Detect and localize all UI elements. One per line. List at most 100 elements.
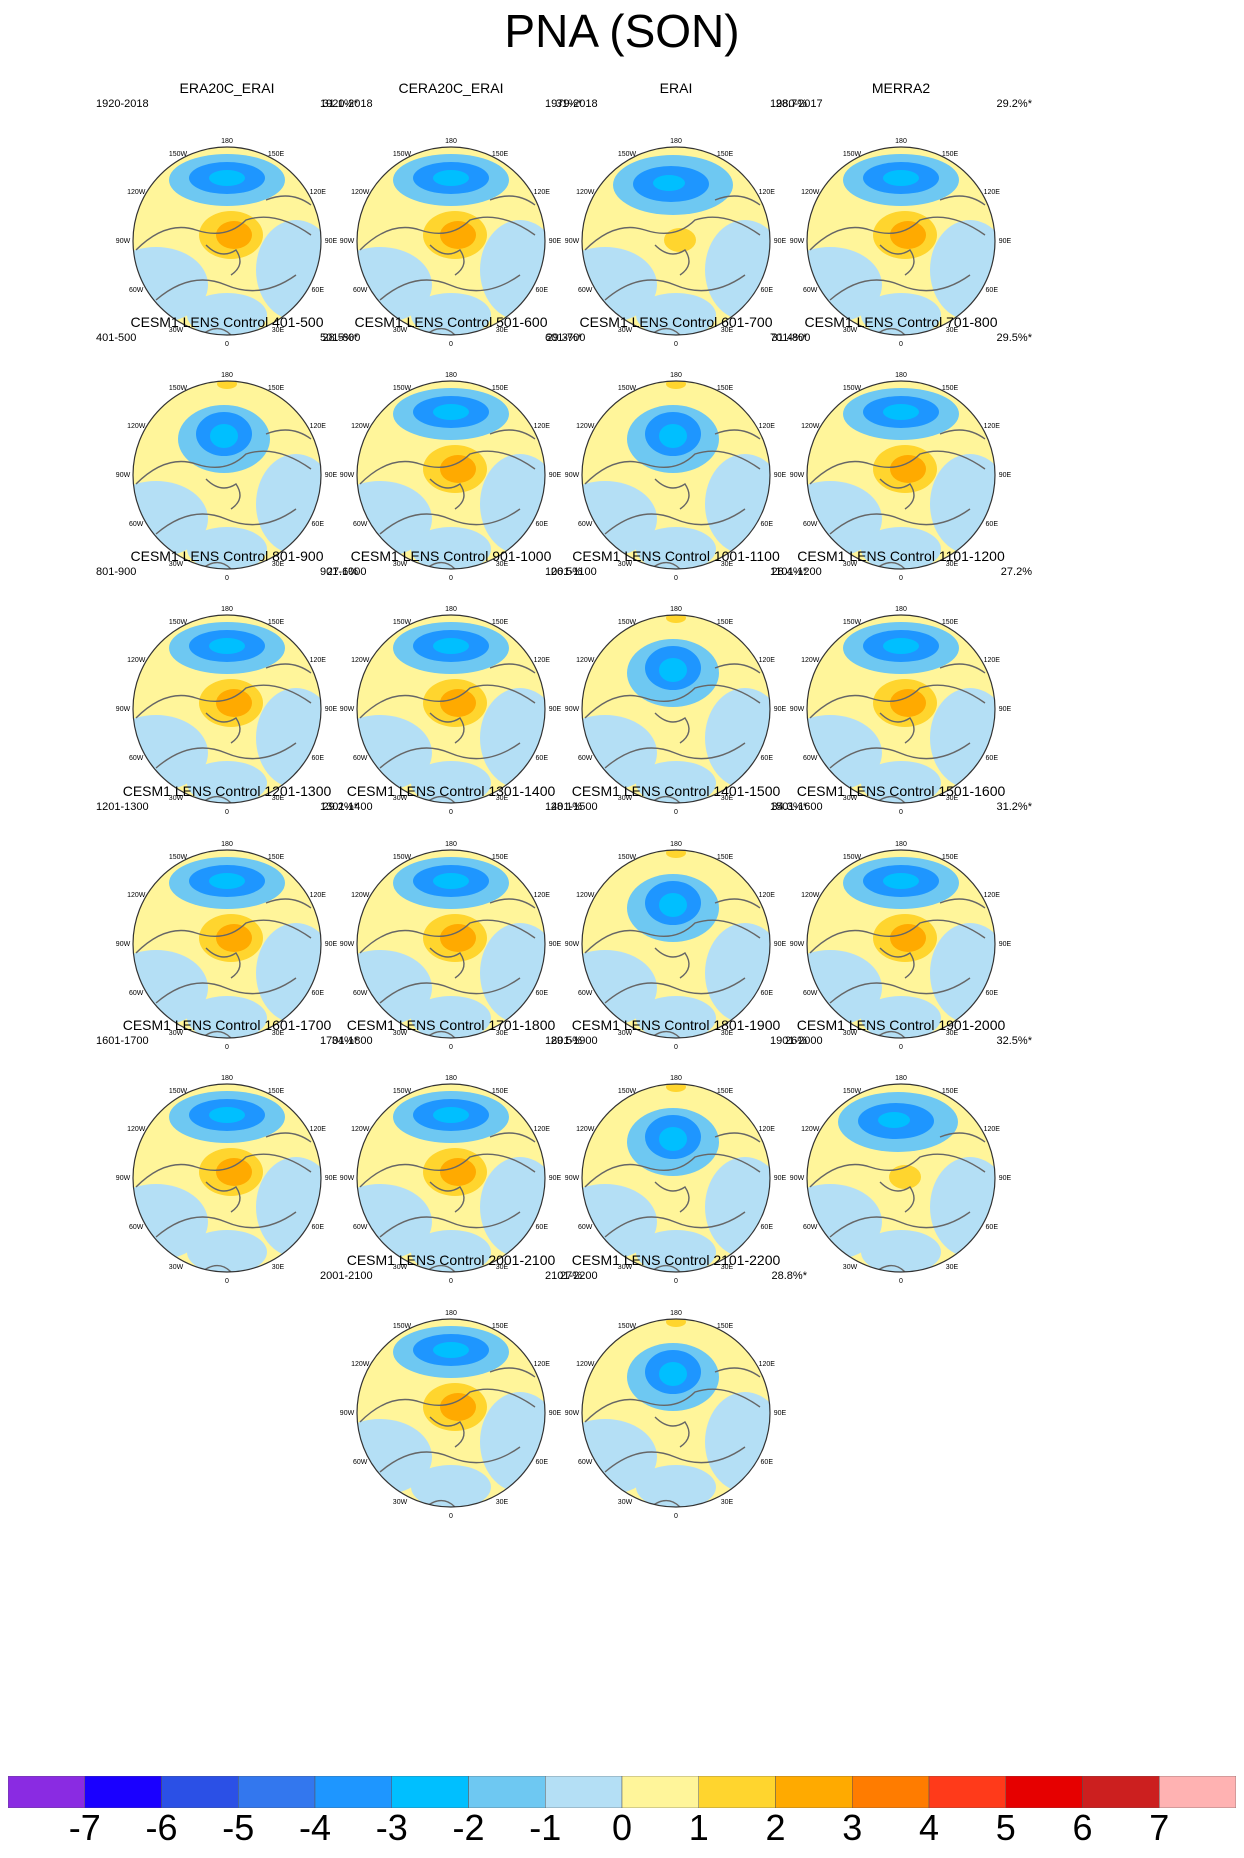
longitude-label: 180 [221,841,233,848]
panel-title: CESM1 LENS Control 1801-1900 [571,1017,781,1033]
colorbar-swatch [698,1776,776,1808]
longitude-label: 60W [129,287,144,294]
longitude-label: 150E [717,385,734,392]
panel-title: CESM1 LENS Control 1001-1100 [572,548,780,564]
colorbar-tick-label: 3 [842,1807,863,1848]
colorbar-tick-label: -4 [298,1807,332,1848]
longitude-label: 0 [899,1278,903,1285]
map-panel: CESM1 LENS Control 701-800 701-800 29.5%* 1… [770,314,1032,606]
longitude-label: 150E [717,854,734,861]
longitude-label: 0 [225,809,229,816]
longitude-label: 60W [578,990,593,997]
page-title: PNA (SON) [504,5,740,57]
map-boundary [581,146,771,336]
colorbar-swatch [161,1776,239,1808]
longitude-label: 120W [351,1126,370,1133]
longitude-label: 60W [578,1459,593,1466]
polar-map: 180 150W 150E 120W 120E 90W 90E 60W 60E 30W 30E 0 [340,372,562,582]
colorbar-tick-label: -6 [145,1807,178,1848]
longitude-label: 60W [129,990,144,997]
longitude-label: 180 [445,138,457,145]
longitude-label: 90W [340,1410,355,1417]
coastlines [809,898,986,1038]
longitude-label: 90W [565,941,580,948]
longitude-label: 30E [721,1030,734,1037]
longitude-label: 60E [761,990,774,997]
longitude-label: 60E [536,287,549,294]
map-boundary [581,1318,771,1508]
colorbar-swatch [1005,1776,1083,1808]
panel-years: 1979-2018 [545,98,598,110]
coastlines [359,663,536,803]
longitude-label: 30W [843,795,858,802]
panel-title: CESM1 LENS Control 1901-2000 [796,1017,1006,1033]
longitude-label: 120E [984,657,1001,664]
coastlines [359,429,536,569]
longitude-label: 60E [986,755,999,762]
longitude-label: 90W [340,706,355,713]
panel-variance-percent: 29.5% [550,1035,582,1047]
longitude-label: 150E [268,151,285,158]
longitude-label: 120W [127,423,146,430]
anomaly-field [133,850,321,1038]
longitude-label: 90W [565,1175,580,1182]
coastlines [809,1132,986,1272]
longitude-label: 120W [576,1126,595,1133]
longitude-label: 120W [576,657,595,664]
longitude-label: 90E [774,706,787,713]
longitude-label: 90E [774,941,787,948]
colorbar-swatch [1082,1776,1160,1808]
longitude-label: 90W [790,1175,805,1182]
longitude-label: 180 [670,606,682,613]
polar-map: 180 150W 150E 120W 120E 90W 90E 60W 60E 30W 30E 0 [116,1075,338,1285]
longitude-label: 120W [351,423,370,430]
panel-title: MERRA2 [871,80,931,96]
longitude-label: 30W [618,1499,633,1506]
longitude-label: 60E [536,990,549,997]
coastlines [135,1132,312,1272]
panel-title: CESM1 LENS Control 901-1000 [350,548,552,564]
coastlines [359,898,536,1038]
longitude-label: 120W [576,423,595,430]
longitude-label: 150W [843,854,862,861]
map-boundary [806,614,996,804]
longitude-label: 150W [618,619,637,626]
longitude-label: 90E [774,472,787,479]
panel-years: 701-800 [770,332,811,344]
longitude-label: 0 [674,575,678,582]
longitude-label: 30E [721,795,734,802]
longitude-label: 60W [129,521,144,528]
longitude-label: 0 [449,575,453,582]
longitude-label: 150W [393,151,412,158]
longitude-label: 60W [803,755,818,762]
longitude-label: 90E [549,1410,562,1417]
longitude-label: 90E [549,941,562,948]
map-panel: MERRA2 1980-2017 29.2%* 180 150W 150E 120W 120E… [770,80,1032,372]
longitude-label: 60W [578,1224,593,1231]
colorbar-swatch [8,1776,85,1808]
colorbar-swatch [84,1776,162,1808]
longitude-label: 120W [127,892,146,899]
colorbar-tick-label: -3 [375,1807,408,1848]
anomaly-field [582,1319,770,1507]
longitude-label: 150W [169,619,188,626]
longitude-label: 150E [268,619,285,626]
polar-map: 180 150W 150E 120W 120E 90W 90E 60W 60E 30W 30E 0 [565,1075,787,1285]
longitude-label: 120W [576,892,595,899]
panel-variance-percent: 34.3%* [771,801,807,813]
map-panel: CESM1 LENS Control 1001-1100 1001-1100 28.… [545,548,807,840]
longitude-label: 30W [393,561,408,568]
colorbar-swatch [852,1776,930,1808]
colorbar-swatch [775,1776,853,1808]
longitude-label: 30W [843,327,858,334]
longitude-label: 60W [353,755,368,762]
colorbar-swatch [621,1776,699,1808]
longitude-label: 60W [353,990,368,997]
colorbar-swatch [928,1776,1006,1808]
polar-map: 180 150W 150E 120W 120E 90W 90E 60W 60E 30W 30E 0 [116,372,338,582]
longitude-label: 150W [169,854,188,861]
panel-variance-percent: 29.5%* [996,332,1032,344]
longitude-label: 90W [116,706,131,713]
longitude-label: 120W [801,423,820,430]
panel-years: 1001-1100 [545,566,597,578]
